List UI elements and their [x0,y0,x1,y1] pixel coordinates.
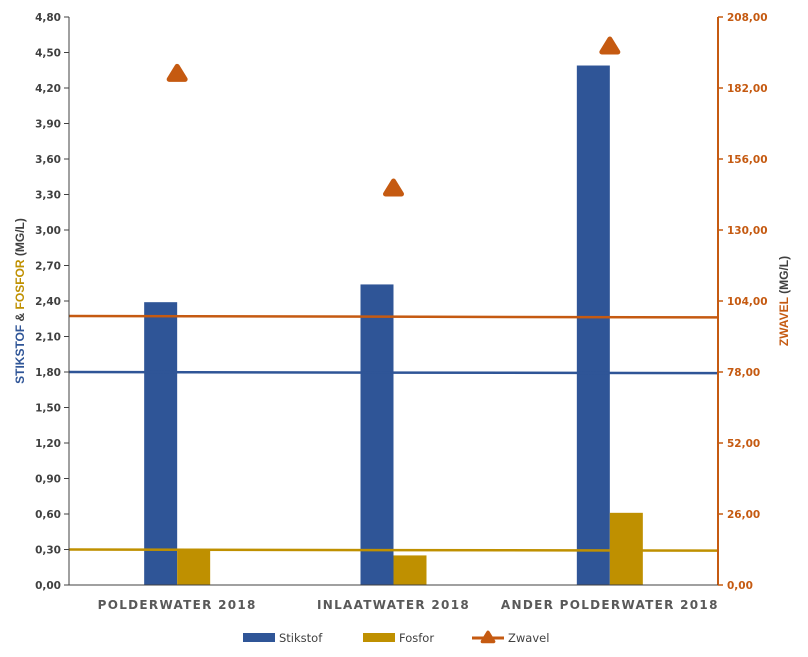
axis-title-part: ZWAVEL [777,297,791,346]
bar-stikstof [144,302,178,585]
legend-label: Fosfor [399,631,434,645]
left-tick-label: 0,00 [35,580,61,592]
left-tick-label: 0,60 [35,509,61,521]
left-tick-label: 1,50 [35,403,61,415]
marker-zwavel [166,63,188,82]
legend: Stikstof Fosfor Zwavel [243,630,549,645]
bar-fosfor [393,555,427,585]
legend-swatch [243,633,275,642]
right-tick-label: 78,00 [727,367,760,379]
right-tick-label: 182,00 [727,83,768,95]
left-tick-label: 3,60 [35,154,61,166]
reference-line [68,370,719,375]
left-tick-label: 2,10 [35,332,61,344]
left-tick-label: 4,50 [35,48,61,60]
legend-item-zwavel: Zwavel [472,630,549,645]
legend-marker [480,630,496,644]
left-tick-label: 1,80 [35,367,61,379]
legend-label: Stikstof [279,631,323,645]
right-tick-label: 52,00 [727,438,760,450]
left-tick-label: 0,90 [35,474,61,486]
legend-label: Zwavel [508,631,549,645]
left-tick-label: 3,30 [35,190,61,202]
bar-stikstof [576,65,610,586]
legend-item-stikstof: Stikstof [243,631,323,645]
x-tick-label: POLDERWATER 2018 [98,598,257,612]
plot-area [68,36,719,586]
x-tick-label: INLAATWATER 2018 [317,598,470,612]
left-tick-label: 2,40 [35,296,61,308]
left-tick-label: 1,20 [35,438,61,450]
right-tick-label: 208,00 [727,12,768,24]
axis-title-part: STIKSTOF [13,325,27,384]
left-tick-label: 0,30 [35,545,61,557]
axis-title-part: & [13,309,27,324]
left-axis-title: STIKSTOF & FOSFOR (MG/L) [13,218,27,384]
left-tick-label: 3,90 [35,119,61,131]
left-tick-label: 3,00 [35,225,61,237]
right-axis-title: ZWAVEL (MG/L) [777,256,791,346]
bar-stikstof [360,284,394,585]
right-tick-label: 104,00 [727,296,768,308]
right-axis: 0,00 26,00 52,00 78,00 104,00 130,00 156,00 182… [717,12,791,592]
bar-fosfor [177,549,211,585]
x-tick-label: ANDER POLDERWATER 2018 [501,598,719,612]
left-axis: 0,00 0,30 0,60 0,90 1,20 1,50 1,80 2,10 2,40 2,70… [13,12,70,592]
legend-item-fosfor: Fosfor [363,631,434,645]
reference-line [68,314,719,319]
marker-zwavel [599,36,621,55]
right-tick-label: 156,00 [727,154,768,166]
right-tick-label: 130,00 [727,225,768,237]
right-tick-label: 0,00 [727,580,753,592]
bar-fosfor [609,512,643,585]
axis-title-part: (MG/L) [777,256,791,297]
right-tick-label: 26,00 [727,509,760,521]
left-tick-label: 4,20 [35,83,61,95]
axis-title-part: FOSFOR [13,259,27,309]
left-tick-label: 2,70 [35,261,61,273]
x-axis: POLDERWATER 2018 INLAATWATER 2018 ANDER PO… [69,584,719,612]
marker-zwavel [383,178,404,197]
axis-title-part: (MG/L) [13,218,27,259]
legend-swatch [363,633,395,642]
reference-line [68,548,719,552]
left-tick-label: 4,80 [35,12,61,24]
